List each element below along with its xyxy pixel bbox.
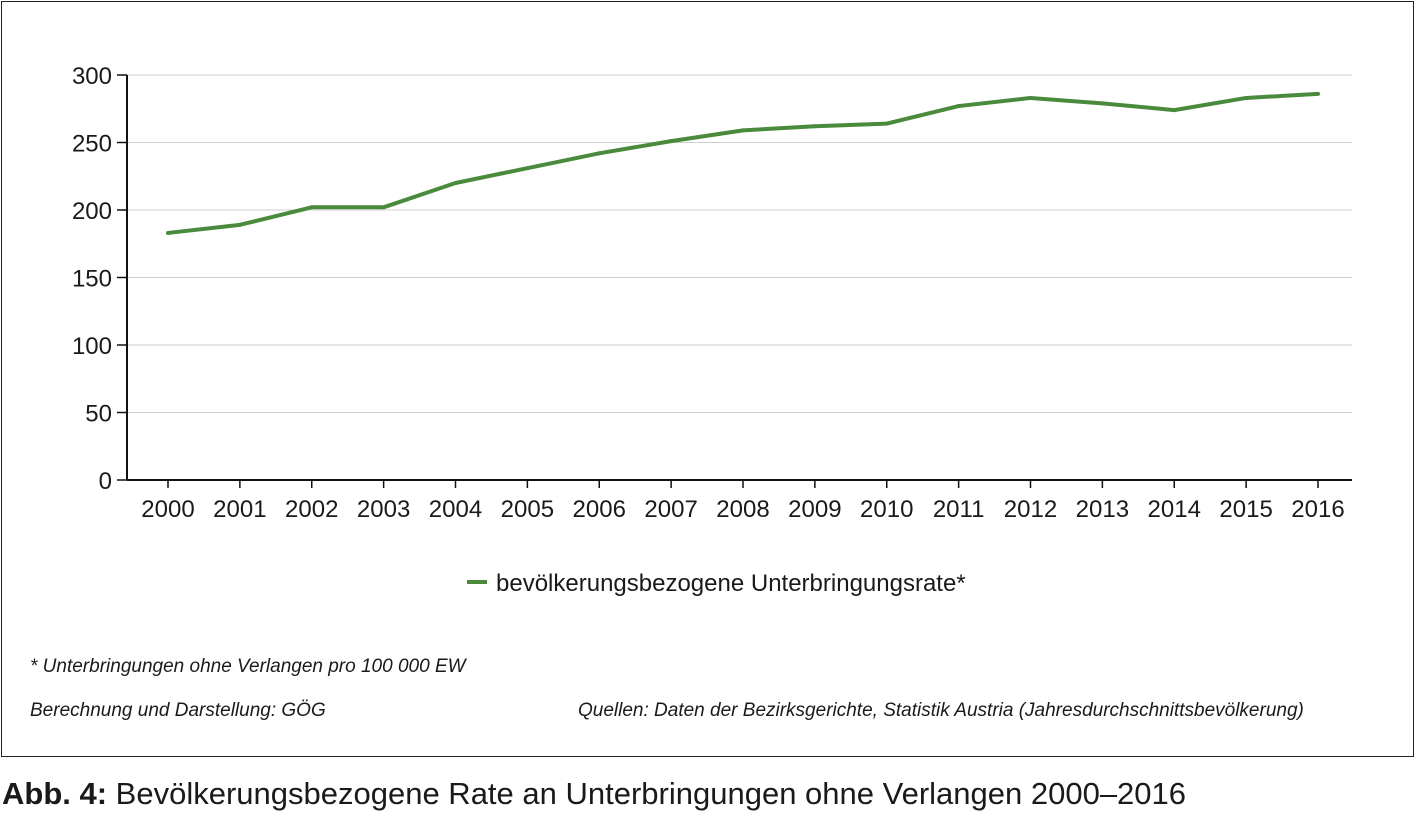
x-tick-label-2001: 2001: [213, 496, 266, 523]
footnote: * Unterbringungen ohne Verlangen pro 100…: [30, 656, 466, 677]
data-point-2002: [309, 205, 314, 210]
data-point-2016: [1316, 91, 1320, 96]
x-tick-label-2013: 2013: [1076, 496, 1129, 523]
figure-frame: [1, 1, 1414, 757]
y-tick-label-150: 150: [72, 266, 112, 293]
x-tick-label-2002: 2002: [285, 496, 338, 523]
grid-lines: [127, 74, 1352, 413]
y-tick-label-300: 300: [72, 63, 112, 90]
y-tick-label-200: 200: [72, 198, 112, 225]
caption-label: Abb. 4:: [2, 776, 108, 811]
axes: 0 50 100 150 200 250 300 2000 2001 2002 2003 2004 20…: [72, 63, 1352, 523]
figure-caption: Abb. 4: Bevölkerungsbezogene Rate an Unt…: [2, 776, 1186, 812]
x-tick-label-2012: 2012: [1004, 496, 1057, 523]
x-tick-label-2014: 2014: [1148, 496, 1201, 523]
x-tick-label-2000: 2000: [141, 496, 194, 523]
data-point-2009: [812, 124, 817, 129]
y-tick-label-250: 250: [72, 131, 112, 158]
x-tick-label-2006: 2006: [573, 496, 626, 523]
data-point-2005: [525, 166, 530, 171]
data-point-2010: [884, 121, 889, 126]
data-point-2011: [956, 104, 961, 109]
y-tick-label-0: 0: [99, 468, 112, 495]
line-chart: 0 50 100 150 200 250 300 2000 2001 2002 2003 2004 20…: [72, 63, 1352, 597]
data-point-2007: [669, 139, 674, 144]
sources-note: Quellen: Daten der Bezirksgerichte, Stat…: [578, 700, 1304, 721]
x-tick-label-2004: 2004: [429, 496, 482, 523]
data-point-2008: [741, 128, 745, 133]
x-tick-label-2016: 2016: [1291, 496, 1344, 523]
x-tick-label-2005: 2005: [501, 496, 554, 523]
x-tick-label-2003: 2003: [357, 496, 410, 523]
data-point-2004: [453, 181, 458, 185]
legend-label: bevölkerungsbezogene Unterbringungsrate*: [496, 570, 966, 597]
x-tick-label-2011: 2011: [933, 496, 985, 523]
legend: bevölkerungsbezogene Unterbringungsrate*: [467, 570, 966, 597]
x-tick-label-2015: 2015: [1219, 496, 1272, 523]
series-line-0: [167, 91, 1319, 235]
data-point-2015: [1244, 95, 1249, 100]
data-point-2012: [1028, 95, 1033, 100]
x-tick-label-2008: 2008: [716, 496, 769, 523]
x-tick-label-2009: 2009: [788, 496, 841, 523]
data-point-2001: [237, 222, 242, 227]
credit-note: Berechnung und Darstellung: GÖG: [30, 700, 326, 721]
data-point-2000: [166, 230, 170, 235]
caption-text: Bevölkerungsbezogene Rate an Unterbringu…: [107, 776, 1187, 811]
x-tick-label-2007: 2007: [644, 496, 697, 523]
x-tick-label-2010: 2010: [860, 496, 913, 523]
y-tick-label-100: 100: [72, 333, 112, 360]
series-layer: [166, 91, 1320, 235]
data-point-2013: [1100, 101, 1105, 106]
y-tick-label-50: 50: [85, 401, 112, 428]
data-point-2006: [597, 151, 602, 156]
data-point-2003: [381, 205, 386, 210]
data-point-2014: [1172, 108, 1177, 113]
